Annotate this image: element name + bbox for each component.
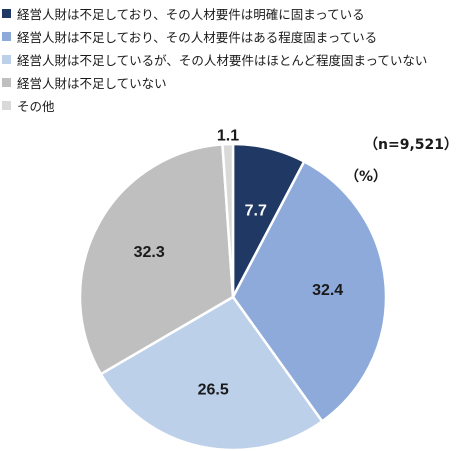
slice-value-label: 26.5 — [198, 381, 229, 398]
legend-swatch — [2, 101, 11, 110]
legend-item: 経営人財は不足しており、その人材要件はある程度固まっている — [2, 25, 427, 48]
slice-value-label: 32.4 — [312, 282, 343, 299]
legend-item: その他 — [2, 94, 427, 117]
slice-value-label: 32.3 — [134, 244, 165, 261]
pie-slice — [231, 160, 388, 423]
slice-value-label: 7.7 — [245, 202, 267, 219]
legend-label: その他 — [17, 99, 55, 114]
legend-swatch — [2, 32, 11, 41]
legend-swatch — [2, 78, 11, 87]
slice-value-label: 1.1 — [217, 128, 239, 145]
legend-label: 経営人財は不足しており、その人材要件は明確に固まっている — [17, 7, 365, 22]
legend-label: 経営人財は不足しており、その人材要件はある程度固まっている — [17, 30, 378, 45]
legend: 経営人財は不足しており、その人材要件は明確に固まっている 経営人財は不足しており… — [2, 2, 427, 117]
legend-swatch — [2, 9, 11, 18]
unit-label: （%） — [345, 169, 388, 185]
legend-label: 経営人財は不足しているが、その人材要件はほとんど程度固まっていない — [17, 53, 428, 68]
legend-label: 経営人財は不足していない — [17, 76, 167, 91]
pie-slice — [99, 295, 324, 451]
legend-swatch — [2, 55, 11, 64]
legend-item: 経営人財は不足しており、その人材要件は明確に固まっている — [2, 2, 427, 25]
pie-slice — [221, 142, 235, 299]
legend-item: 経営人財は不足しているが、その人材要件はほとんど程度固まっていない — [2, 48, 427, 71]
legend-item: 経営人財は不足していない — [2, 71, 427, 94]
pie-slice — [78, 143, 235, 376]
sample-size-label: （n=9,521） — [364, 137, 458, 153]
